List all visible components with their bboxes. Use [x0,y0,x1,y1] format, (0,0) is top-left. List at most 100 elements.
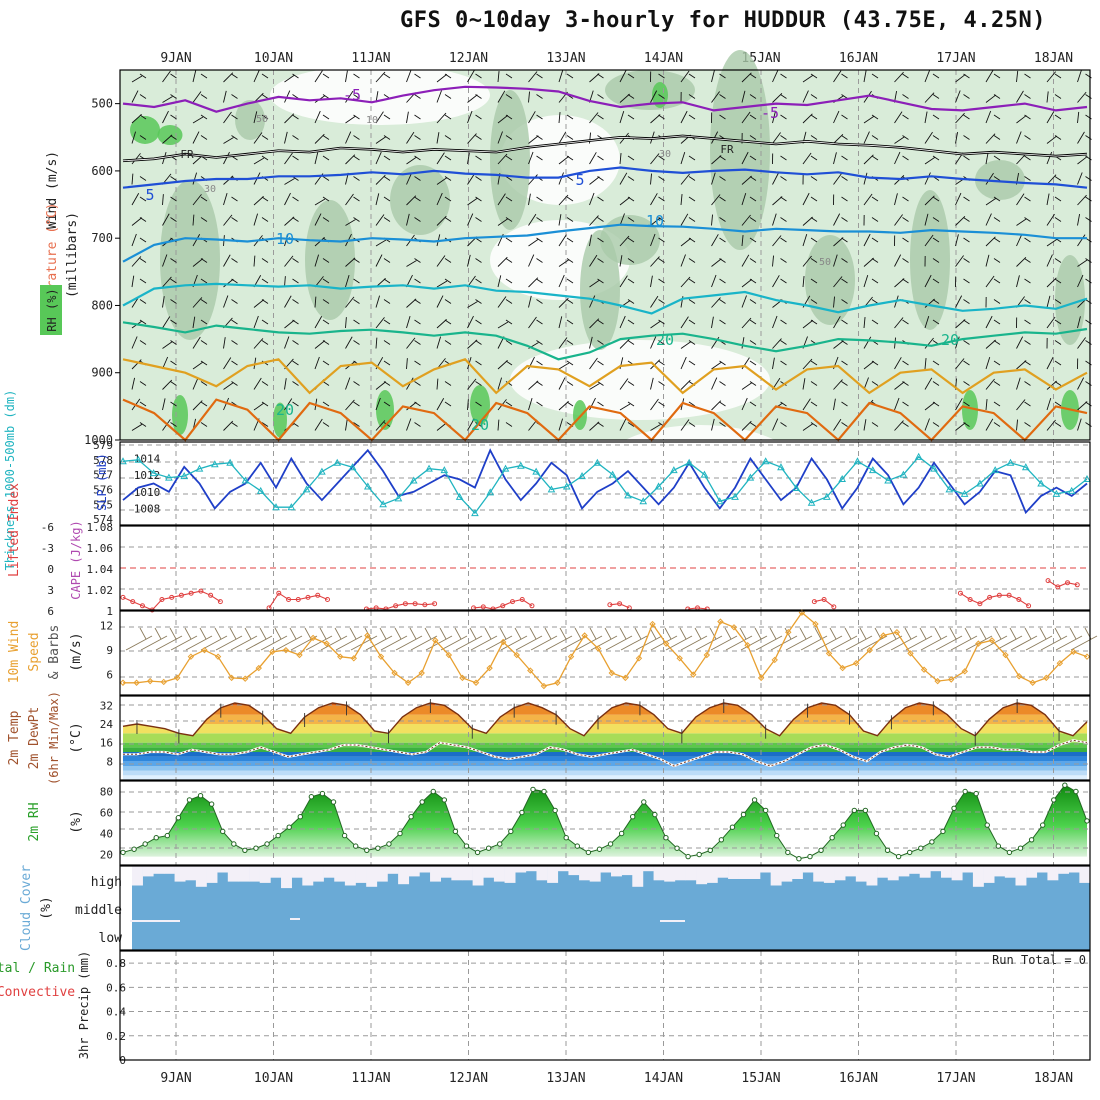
wind10m-barb-flag [289,627,297,640]
wind-barb-flag [505,278,513,284]
wind-barb-flag [444,94,452,99]
wind-barb-flag [658,401,665,407]
wind-speed-marker [499,638,507,646]
cape-marker [315,592,321,598]
rh-marker [1039,822,1046,828]
thickness-marker [746,473,755,481]
wind-speed-marker [757,674,765,682]
wind-barb-flag [658,278,665,284]
wind-barb-flag [993,114,1001,120]
wind10m-barb [725,635,753,651]
wind-barb-flag [353,155,360,161]
wind-barb-flag [139,258,147,263]
wind-barb-flag [1024,360,1031,366]
wind-barb [558,131,567,144]
wind-barb-flag [261,155,269,161]
wind-barb [131,193,140,206]
wind-barb [772,357,775,370]
wind-barb-flag [993,278,1001,284]
wind-barb-flag [536,73,543,79]
wind-barb [802,358,813,370]
wind-barb-flag [993,176,1001,181]
day-label-bottom: 15JAN [741,1071,780,1086]
wind-barb [619,338,630,349]
wind-speed-marker [703,651,711,659]
cape-marker [139,603,145,609]
wind-speed-marker [323,640,330,647]
rh-marker [884,847,891,853]
wind-barb-flag [1024,176,1031,181]
wind-barb [345,131,352,144]
wind-barb-flag [536,360,543,366]
ylabel-temp-units: (°C) [69,722,84,753]
wind-barb [284,378,287,390]
wind10m-barb [605,635,633,651]
wind-speed-marker [459,674,466,682]
wind-barb [162,70,171,83]
wind-speed-marker [1056,659,1064,667]
li-tick: -6 [41,521,54,534]
slp-tick: 1010 [134,486,161,499]
wind-barb [833,110,840,124]
wind-barb-flag [292,401,299,407]
wind-barb [345,70,348,83]
thickness-marker [1037,479,1045,487]
ylabel-wind-units: (m/s) [69,632,84,671]
wind-barb [162,213,170,226]
cape-marker [509,599,515,605]
wind-speed-marker [662,640,670,647]
wind-barb [833,296,835,308]
wind-barb-flag [1054,135,1062,140]
wind-barb [894,214,903,226]
wind-speed-marker [228,674,235,682]
wind-barb [192,234,201,247]
rh-marker [1062,782,1068,788]
wind-barb-flag [353,299,360,304]
wind-barb-flag [719,319,726,325]
cloud-high-gap [153,866,165,874]
wind-barb [497,90,506,103]
thickness-marker [792,483,801,491]
rh-marker [430,788,436,795]
wind-barb-flag [810,299,818,304]
wind-barb-flag [231,135,238,140]
cape-line [687,607,708,610]
wind-barb [772,132,781,144]
wind-barb [863,233,871,247]
wind-barb-flag [749,319,757,325]
wind10m-barb-flag [559,627,567,640]
wind-barb-flag [444,176,452,181]
wind-barb [223,254,231,267]
rh-marker [718,837,725,843]
wind-barb-flag [749,94,757,99]
wind-barb [1077,401,1088,411]
cape-marker [831,604,837,610]
wind-barb-flag [719,94,726,99]
wind-barb [345,90,354,103]
wind-barb [436,73,448,83]
cloud-high-gap [217,866,229,873]
thickness-tick: 577 [93,469,113,482]
wind-barb-flag [505,401,513,407]
thickness-marker [1052,489,1061,497]
cape-marker [1045,578,1051,584]
wind10m-barb-flag [439,627,447,640]
rh-marker [641,799,647,805]
wind-barb-flag [932,237,940,243]
wind-barb-flag [688,258,696,263]
wind10m-barb [710,635,738,651]
wind-barb [894,381,905,390]
wind-barb [436,280,448,288]
wind-barb-flag [444,319,452,325]
wind-barb-flag [963,360,970,366]
wind-barb [924,92,935,103]
wind-barb [223,137,234,144]
wind10m-barb-flag [694,627,702,640]
wind-barb-flag [1024,401,1031,407]
wind-barb-flag [841,422,848,427]
wind-barb-flag [627,73,635,79]
wind-speed-marker [649,620,656,628]
wind-barb [833,379,843,390]
wind-barb [772,338,782,349]
wind-barb-flag [383,73,391,79]
